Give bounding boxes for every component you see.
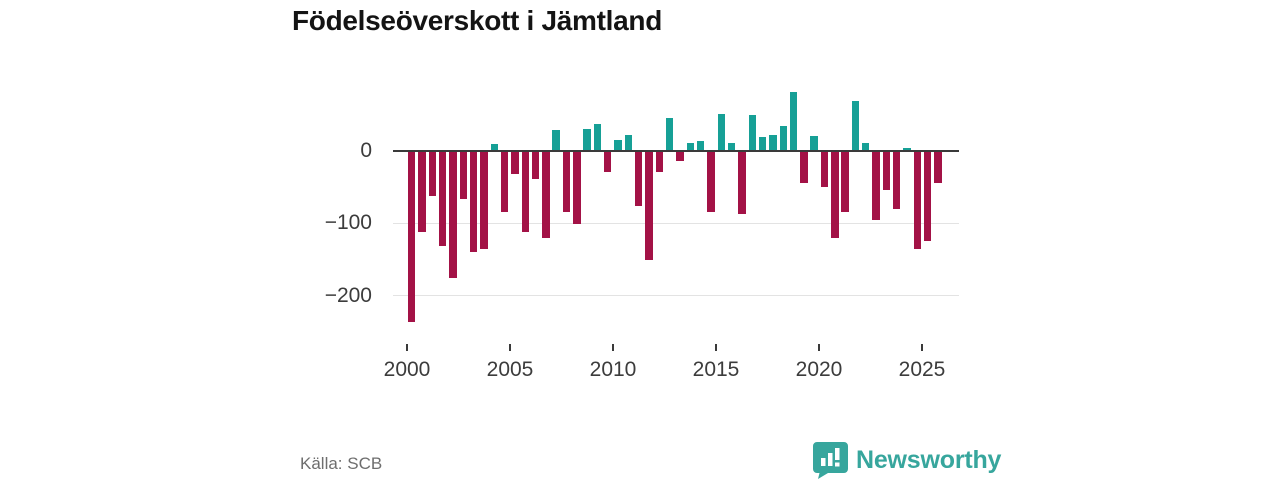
bar-2003-H1 [469, 150, 478, 252]
newsworthy-speech-bubble-chart-icon [812, 441, 849, 479]
y-axis-label-−200: −200 [324, 283, 372, 307]
bar-2006-H2 [542, 150, 550, 238]
bar-2006-H1 [531, 150, 540, 179]
bar-2017-H2 [769, 134, 777, 151]
x-tick-2015 [715, 344, 717, 351]
y-axis-label-−100: −100 [324, 211, 372, 235]
bar-2020-H1 [820, 150, 829, 187]
newsworthy-logo-text: Newsworthy [856, 445, 1002, 474]
bar-2007-H1 [552, 130, 560, 151]
bar-2012-H1 [655, 150, 664, 172]
bar-2017-H1 [758, 136, 767, 151]
bar-2009-H2 [604, 150, 612, 173]
chart-title: Födelseöverskott i Jämtland [292, 5, 663, 36]
bar-2022-H2 [872, 150, 880, 220]
x-tick-2020 [818, 344, 820, 351]
x-axis-label-2020: 2020 [795, 358, 843, 381]
bar-2002-H2 [459, 150, 467, 200]
bar-2014-H2 [707, 150, 715, 213]
x-tick-2005 [509, 344, 511, 351]
x-axis-label-2000: 2000 [383, 358, 431, 381]
x-axis-label-2015: 2015 [692, 358, 740, 381]
bar-2014-H1 [696, 141, 705, 151]
bar-2004-H1 [490, 143, 498, 151]
bar-2013-H2 [686, 143, 695, 151]
bar-2021-H1 [841, 150, 849, 213]
bar-2019-H1 [800, 150, 808, 184]
x-axis-label-2005: 2005 [486, 358, 534, 381]
y-axis-label-0: 0 [360, 138, 372, 162]
bar-2015-H2 [727, 142, 736, 151]
bar-2018-H1 [779, 125, 787, 151]
x-tick-2025 [921, 344, 923, 351]
bar-2012-H2 [666, 117, 674, 151]
bar-2011-H2 [645, 150, 653, 260]
bar-2013-H1 [676, 150, 684, 162]
bar-2020-H2 [831, 150, 839, 238]
bar-2021-H2 [851, 101, 860, 151]
x-tick-2010 [612, 344, 614, 351]
bar-2008-H2 [583, 129, 591, 151]
bar-2008-H1 [573, 150, 581, 224]
bar-2010-H2 [624, 134, 633, 151]
bar-2004-H2 [500, 150, 509, 213]
zero-axis-line [393, 149, 959, 152]
bar-2023-H1 [882, 150, 891, 191]
bar-2009-H1 [593, 124, 602, 151]
bar-2005-H1 [511, 150, 519, 174]
bar-2016-H1 [738, 150, 746, 215]
bar-2024-H1 [903, 147, 911, 151]
bar-2000-H1 [408, 150, 416, 323]
bar-2019-H2 [810, 135, 818, 151]
gridline-−100 [393, 222, 959, 224]
gridline-−200 [393, 295, 959, 297]
bar-2000-H2 [418, 150, 426, 232]
x-axis-label-2010: 2010 [589, 358, 637, 381]
bar-2001-H1 [428, 150, 437, 196]
newsworthy-logo[interactable]: Newsworthy [812, 441, 1001, 479]
bar-2003-H2 [480, 150, 488, 250]
bar-2025-H2 [934, 150, 942, 184]
bar-2010-H1 [614, 140, 622, 151]
bar-2011-H1 [635, 150, 643, 206]
bar-2007-H2 [562, 150, 571, 212]
bar-2023-H2 [893, 150, 901, 209]
bar-2025-H1 [924, 150, 932, 242]
bar-2018-H2 [789, 91, 798, 151]
bar-2022-H1 [862, 142, 870, 151]
bar-2015-H1 [717, 114, 725, 151]
bar-2002-H1 [449, 150, 457, 279]
bar-2016-H2 [748, 114, 756, 151]
x-tick-2000 [406, 344, 408, 351]
bar-2001-H2 [438, 150, 447, 247]
x-axis-label-2025: 2025 [898, 358, 946, 381]
source-note: Källa: SCB [300, 454, 383, 473]
bar-2005-H2 [521, 150, 529, 232]
bar-2024-H2 [913, 150, 922, 250]
